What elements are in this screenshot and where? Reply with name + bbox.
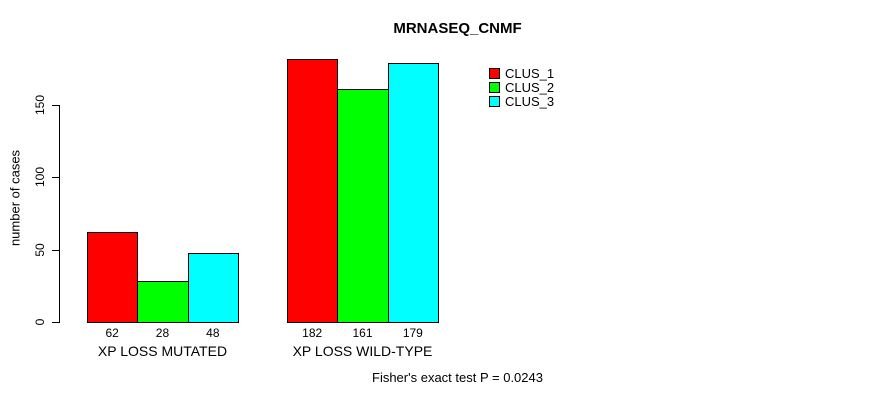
- legend-swatch: [489, 67, 500, 79]
- bar-value-label: 28: [155, 326, 170, 340]
- bar-value-label: 161: [352, 326, 373, 340]
- legend: CLUS_1 CLUS_2 CLUS_3: [489, 65, 555, 109]
- legend-item: CLUS_1: [489, 65, 555, 81]
- y-axis-tick: [52, 177, 59, 179]
- bar-value-label: 182: [302, 326, 323, 340]
- legend-item: CLUS_2: [489, 79, 555, 95]
- legend-label: CLUS_1: [505, 65, 555, 81]
- legend-swatch: [489, 95, 500, 107]
- chart-title: MRNASEQ_CNMF: [393, 20, 522, 37]
- bar-clus-3: [187, 252, 239, 323]
- y-tick-label: 150: [33, 94, 47, 116]
- bar-clus-2: [137, 281, 189, 323]
- y-axis-label: number of cases: [7, 149, 23, 247]
- y-axis-tick: [52, 105, 59, 106]
- bar-value-label: 62: [105, 326, 119, 340]
- legend-swatch: [489, 81, 500, 93]
- legend-item: CLUS_3: [489, 93, 555, 109]
- annotation-text: Fisher's exact test P = 0.0243: [372, 370, 543, 385]
- bar-clus-2: [337, 89, 389, 323]
- x-category-label: XP LOSS MUTATED: [97, 343, 228, 359]
- y-tick-label: 0: [33, 318, 47, 326]
- y-axis-line: [59, 105, 60, 323]
- legend-label: CLUS_3: [505, 93, 555, 109]
- bar-clus-1: [87, 232, 139, 323]
- y-axis-tick: [52, 322, 59, 323]
- bar-value-label: 48: [206, 326, 220, 340]
- bar-value-label: 179: [402, 326, 423, 340]
- y-tick-label: 50: [33, 242, 47, 257]
- y-axis-tick: [52, 249, 59, 251]
- legend-label: CLUS_2: [505, 79, 555, 95]
- bar-clus-3: [387, 63, 439, 323]
- x-category-label: XP LOSS WILD-TYPE: [292, 343, 433, 359]
- y-tick-label: 100: [33, 167, 47, 188]
- bar-clus-1: [287, 58, 339, 323]
